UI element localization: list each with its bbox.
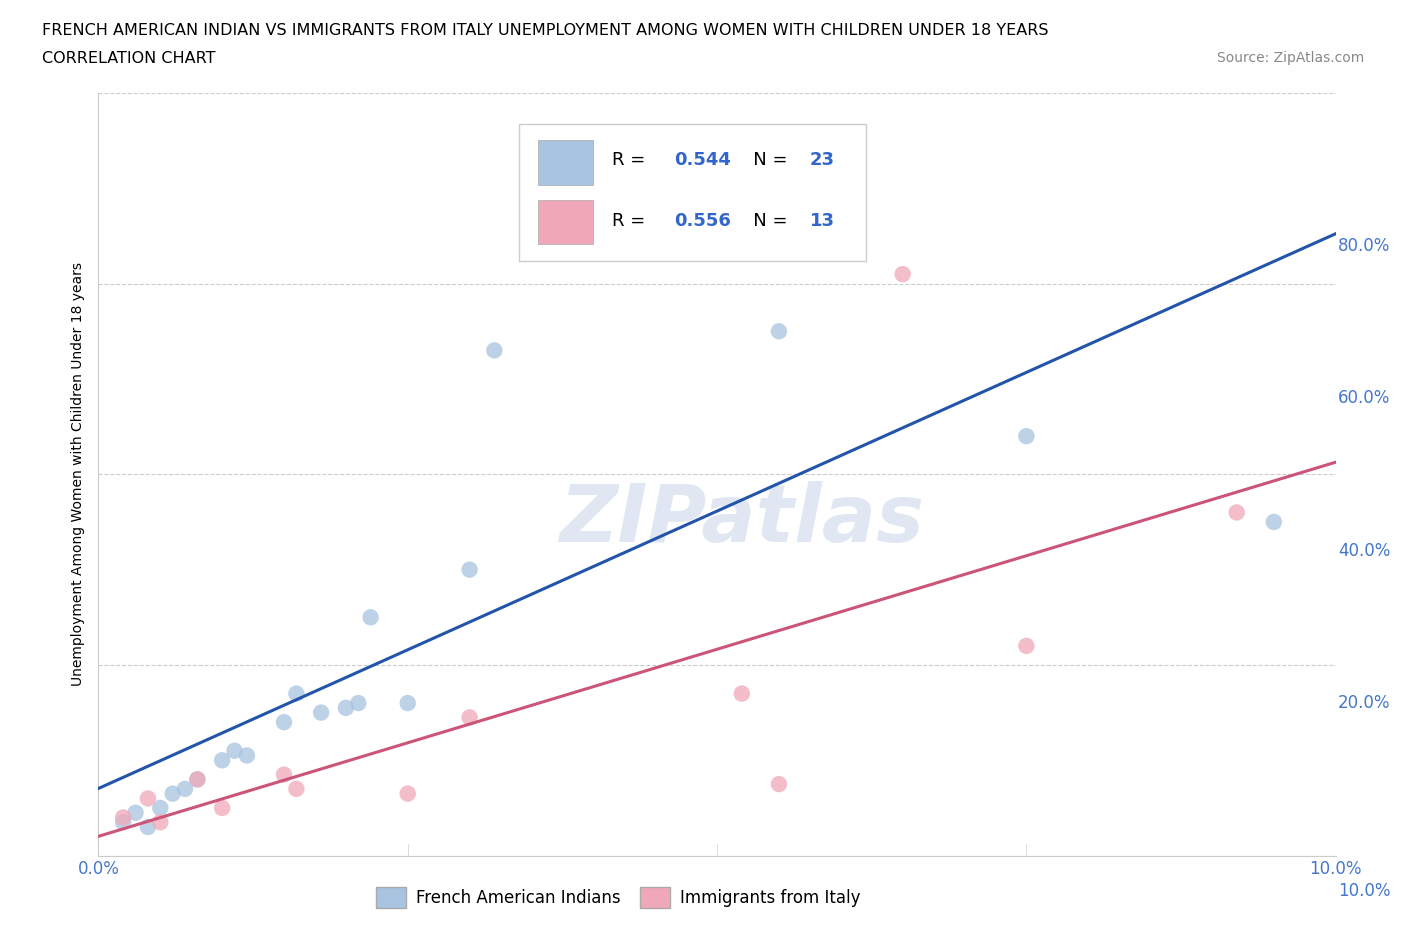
Point (309, 705, 332, 720)
Text: R =: R = (612, 212, 651, 230)
Point (1263, 514, 1285, 529)
Text: 80.0%: 80.0% (1339, 236, 1391, 255)
Point (149, 815, 172, 830)
Text: CORRELATION CHART: CORRELATION CHART (42, 51, 215, 66)
Text: 60.0%: 60.0% (1339, 389, 1391, 407)
Point (768, 777, 790, 791)
Point (360, 610, 382, 625)
Point (174, 781, 197, 796)
FancyBboxPatch shape (537, 140, 593, 184)
Point (458, 562, 481, 577)
Point (162, 786, 184, 801)
Point (768, 324, 790, 339)
Point (136, 819, 159, 834)
Point (136, 790, 159, 805)
Text: R =: R = (612, 151, 651, 169)
Text: N =: N = (735, 151, 793, 169)
Text: 20.0%: 20.0% (1339, 694, 1391, 712)
Point (891, 267, 914, 282)
Legend: French American Indians, Immigrants from Italy: French American Indians, Immigrants from… (367, 879, 869, 916)
Point (347, 696, 370, 711)
Point (731, 686, 754, 701)
FancyBboxPatch shape (519, 124, 866, 260)
Point (1226, 505, 1249, 520)
Text: FRENCH AMERICAN INDIAN VS IMMIGRANTS FROM ITALY UNEMPLOYMENT AMONG WOMEN WITH CH: FRENCH AMERICAN INDIAN VS IMMIGRANTS FRO… (42, 23, 1049, 38)
Point (396, 786, 419, 801)
Point (644, 181, 666, 196)
Text: 13: 13 (810, 212, 835, 230)
Point (1015, 639, 1038, 654)
Y-axis label: Unemployment Among Women with Children Under 18 years: Unemployment Among Women with Children U… (72, 262, 86, 686)
Point (273, 714, 295, 729)
Text: Source: ZipAtlas.com: Source: ZipAtlas.com (1216, 51, 1364, 65)
Point (285, 686, 308, 701)
Point (458, 710, 481, 724)
Point (211, 753, 233, 768)
Text: N =: N = (735, 212, 793, 230)
Text: 23: 23 (810, 151, 835, 169)
Point (236, 748, 259, 763)
Point (112, 815, 135, 830)
Text: 40.0%: 40.0% (1339, 541, 1391, 560)
Point (285, 781, 308, 796)
Point (484, 343, 506, 358)
Point (186, 772, 208, 787)
Text: 0.556: 0.556 (673, 212, 731, 230)
Point (396, 696, 419, 711)
Point (186, 772, 208, 787)
Point (335, 700, 357, 715)
Point (1015, 429, 1038, 444)
Text: ZIPatlas: ZIPatlas (560, 481, 924, 559)
FancyBboxPatch shape (537, 200, 593, 244)
Point (149, 801, 172, 816)
Text: 0.544: 0.544 (673, 151, 731, 169)
Point (273, 767, 295, 782)
Point (211, 801, 233, 816)
Point (224, 743, 246, 758)
Point (124, 805, 146, 820)
Point (112, 810, 135, 825)
Text: 10.0%: 10.0% (1339, 883, 1391, 900)
